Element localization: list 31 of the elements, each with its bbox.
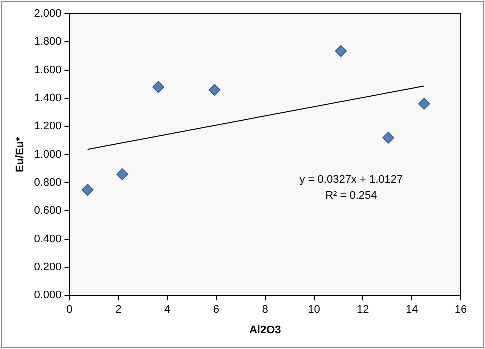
x-tick-label: 10 — [308, 304, 320, 316]
point — [418, 98, 430, 110]
y-tick-label: 1.200 — [34, 120, 62, 133]
y-tick-label: 0.800 — [34, 176, 62, 189]
y-tick-label: 0.000 — [34, 290, 62, 302]
annotation: R² = 0.254 — [326, 190, 378, 202]
annotation: y = 0.0327x + 1.0127 — [300, 174, 404, 186]
y-tick-label: 0.200 — [34, 261, 62, 274]
point — [116, 168, 128, 180]
x-tick-label: 16 — [454, 304, 468, 316]
y-tick-label: 1.600 — [34, 64, 62, 76]
x-axis-title: Al2O3 — [249, 324, 282, 336]
point — [335, 45, 348, 58]
x-tick-label: 4 — [164, 304, 171, 316]
y-tick-label: 0.600 — [34, 205, 62, 218]
point — [208, 84, 221, 96]
point — [82, 184, 94, 196]
y-tick-label: 1.400 — [34, 92, 62, 105]
point — [382, 132, 395, 144]
y-tick-label: 0.400 — [34, 233, 62, 246]
y-tick-label: 2.000 — [34, 8, 62, 20]
x-tick-label: 12 — [357, 304, 370, 316]
x-tick-label: 6 — [213, 304, 220, 316]
x-tick-label: 8 — [262, 304, 268, 316]
y-axis-title: Eu/Eu* — [14, 136, 27, 173]
y-tick-label: 1.800 — [34, 36, 62, 48]
y-tick-label: 1.000 — [34, 148, 62, 161]
x-tick-label: 2 — [116, 304, 122, 316]
point — [152, 81, 164, 94]
x-tick-label: 0 — [66, 304, 73, 316]
x-tick-label: 14 — [406, 304, 418, 316]
